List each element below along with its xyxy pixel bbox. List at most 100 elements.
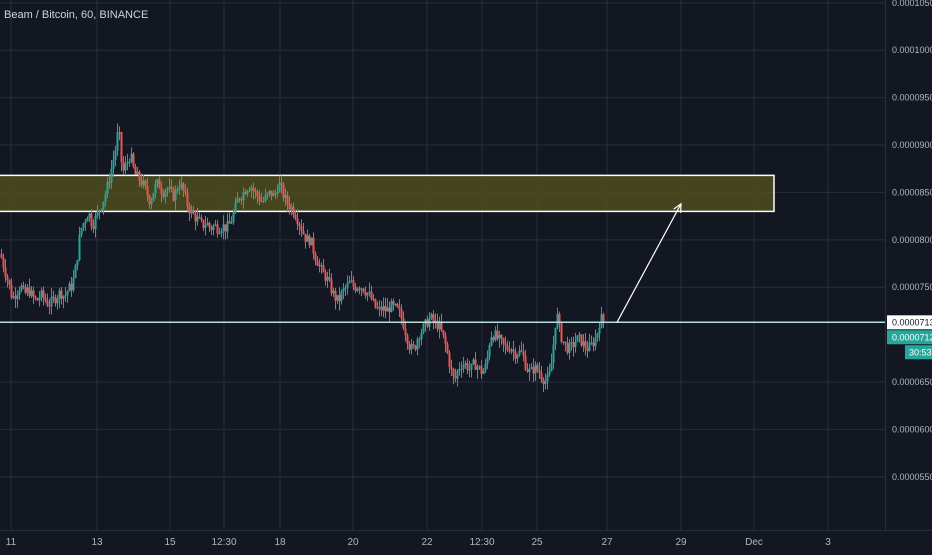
candle-body [134, 166, 137, 175]
candle-body [280, 183, 283, 185]
candle-body [48, 305, 51, 307]
resistance-zone[interactable] [0, 174, 775, 213]
candle-body [288, 204, 291, 210]
candle-body [510, 349, 513, 352]
candle-body [506, 345, 509, 350]
candle-body [172, 188, 175, 201]
x-tick-label: 12:30 [211, 537, 236, 548]
candle-body [372, 299, 375, 301]
candle-body [560, 323, 563, 342]
candle-body [596, 333, 599, 338]
candle-body [544, 381, 547, 384]
candle-body [140, 180, 143, 185]
candle-body [460, 368, 463, 370]
candle-body [328, 277, 331, 280]
projection-arrow[interactable] [616, 202, 682, 323]
candle-body [190, 209, 193, 214]
candle-body [568, 342, 571, 353]
x-tick-label: 13 [91, 537, 103, 548]
candle-body [108, 181, 111, 183]
candle-body [578, 334, 581, 336]
y-tick-label: 0.0000600 [892, 424, 932, 434]
candle-body [392, 301, 395, 305]
candle-body [8, 279, 11, 285]
candle-body [330, 279, 333, 294]
candle-body [16, 294, 19, 299]
candle-body [320, 265, 323, 267]
candle-body [118, 132, 121, 134]
candle-body [414, 345, 417, 350]
candle-body [230, 222, 233, 224]
candle-body [440, 322, 443, 331]
candle-body [538, 370, 541, 374]
candle-body [350, 280, 353, 282]
candle-body [0, 254, 3, 258]
candle-body [254, 190, 257, 192]
candle-body [110, 168, 113, 183]
candle-body [498, 334, 501, 339]
candle-body [216, 224, 219, 234]
candle-body [324, 272, 327, 281]
candle-body [188, 206, 191, 214]
candle-body [572, 342, 575, 348]
candle-body [584, 341, 587, 349]
candle-body [196, 216, 199, 222]
candle-body [50, 296, 53, 307]
candle-body [384, 305, 387, 312]
candle-body [194, 213, 197, 222]
candle-body [430, 314, 433, 319]
candle-body [148, 195, 151, 205]
candle-body [222, 224, 225, 232]
candle-body [64, 295, 67, 297]
candle-body [550, 362, 553, 372]
candle-body [454, 376, 457, 379]
candle-body [240, 199, 243, 201]
candle-body [78, 234, 81, 260]
time-axis[interactable]: 11 13 15 12:30 18 20 22 12:30 25 27 29 Dec 3 [6, 537, 831, 548]
candle-body [516, 355, 519, 359]
candle-body [144, 180, 147, 187]
candle-body [484, 363, 487, 371]
candle-body [150, 201, 153, 205]
candle-body [490, 337, 493, 346]
candle-body [388, 307, 391, 312]
candle-body [154, 183, 157, 194]
candle-body [270, 190, 273, 197]
candle-body [214, 224, 217, 226]
candle-body [2, 257, 5, 268]
candle-body [94, 215, 97, 229]
candle-body [44, 297, 47, 301]
candle-body [358, 288, 361, 290]
candle-body [200, 217, 203, 221]
candle-body [70, 283, 73, 291]
candle-body [296, 218, 299, 225]
candle-body [336, 295, 339, 301]
candle-body [126, 162, 129, 164]
candle-body [24, 286, 27, 293]
candle-body [272, 193, 275, 197]
candle-body [292, 206, 295, 215]
candle-body [84, 221, 87, 224]
candle-body [590, 342, 593, 344]
candle-body [32, 290, 35, 297]
candle-body [398, 306, 401, 310]
candle-body [314, 253, 317, 261]
candle-body [46, 300, 49, 306]
candle-body [400, 309, 403, 319]
candle-body [52, 296, 55, 298]
candle-body [476, 366, 479, 370]
candle-body [232, 212, 235, 223]
candle-body [464, 363, 467, 365]
candle-body [304, 233, 307, 242]
candle-body [248, 189, 251, 192]
candle-body [96, 211, 99, 216]
candle-body [282, 184, 285, 198]
candle-body [340, 291, 343, 302]
candle-body [244, 192, 247, 195]
candle-body [450, 367, 453, 369]
candle-body [58, 290, 61, 299]
candle-body [334, 290, 337, 301]
price-axis[interactable]: 0.0001050 0.0001000 0.0000950 0.0000900 0.00… [892, 0, 932, 482]
